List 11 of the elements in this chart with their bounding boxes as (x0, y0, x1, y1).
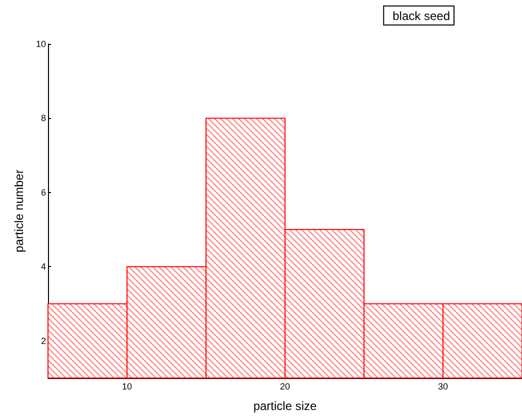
x-axis-title: particle size (253, 399, 318, 413)
y-tick-label: 6 (40, 187, 46, 198)
x-tick-label: 10 (122, 382, 132, 392)
y-tick-label: 2 (40, 336, 46, 346)
y-tick-label: 10 (36, 39, 46, 49)
text: black seed (392, 9, 450, 23)
y-tick-label: 4 (40, 262, 46, 272)
y-tick-label: 8 (40, 113, 46, 124)
x-tick-label: 30 (438, 382, 448, 392)
y-axis-title: particle number (12, 170, 26, 252)
x-tick-label: 20 (280, 382, 290, 392)
